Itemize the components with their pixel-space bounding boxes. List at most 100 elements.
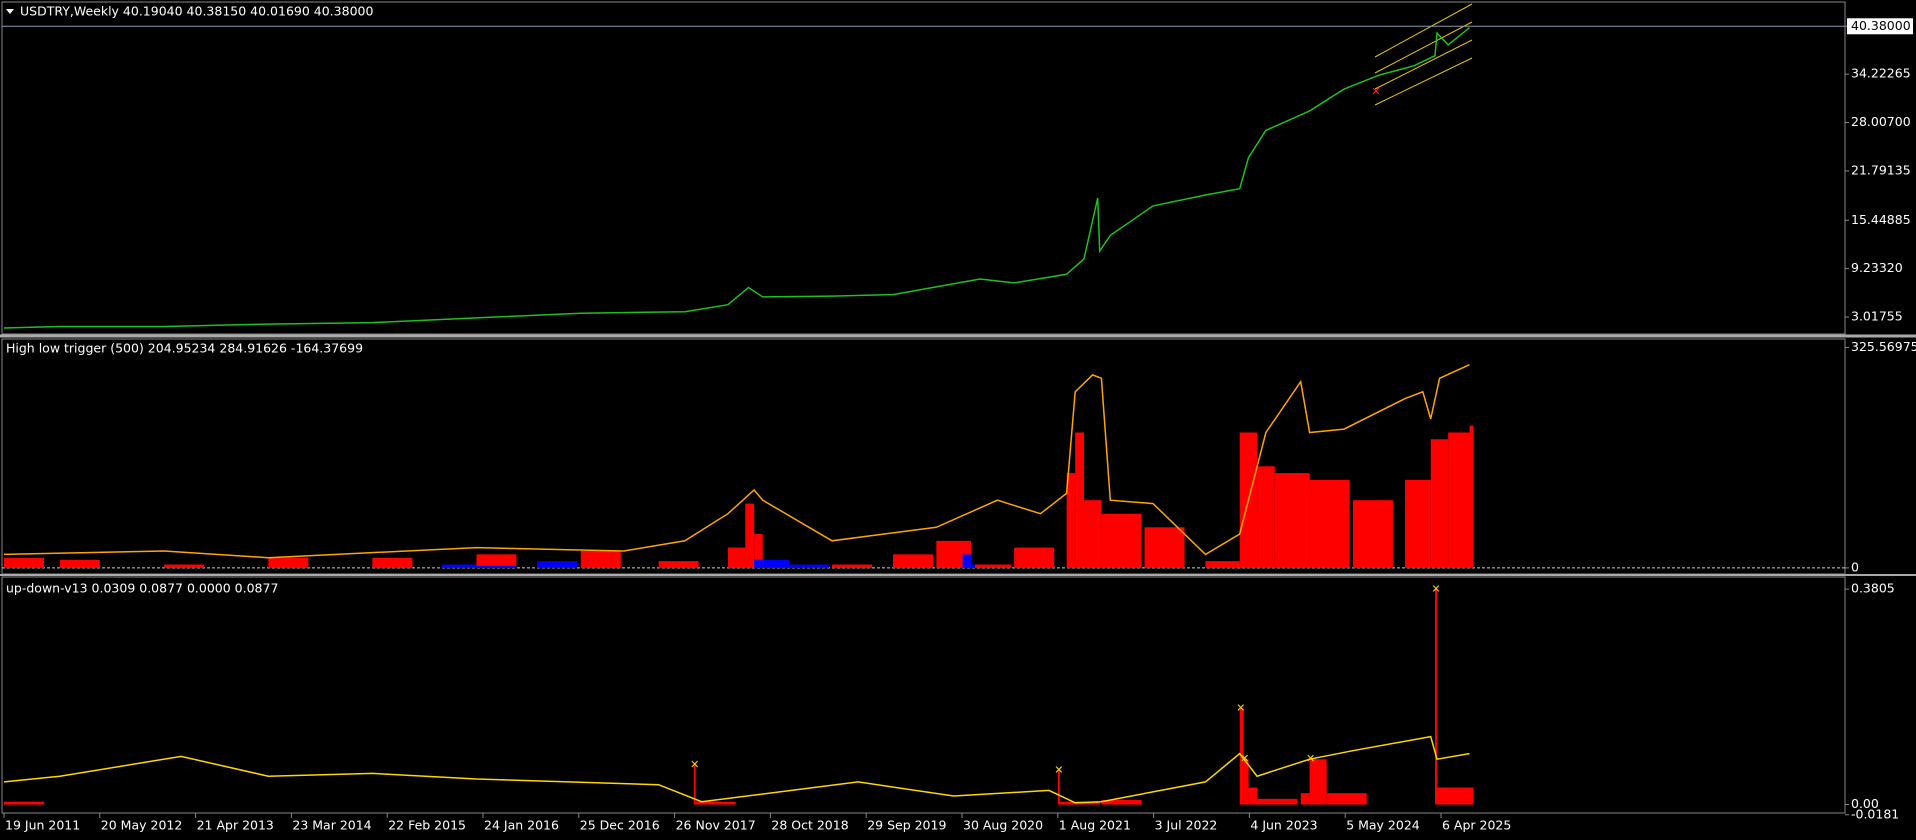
bar [1014,547,1055,568]
y-tick-label: 3.01755 [1851,308,1903,323]
bar [1084,500,1102,568]
bar [1430,439,1449,568]
line [3,735,1470,804]
x-tick-label: 4 Jun 2023 [1250,818,1317,833]
panel-title: High low trigger (500) 204.95234 284.916… [6,341,363,356]
x-tick-label: 29 Sep 2019 [867,818,946,833]
signal-marker: ✕ [1240,752,1249,765]
y-tick-label: 15.44885 [1851,212,1911,227]
panel-title: up-down-v13 0.0309 0.0877 0.0000 0.0877 [6,581,278,596]
x-tick-label: 23 Mar 2014 [292,818,371,833]
bar [1101,513,1142,568]
x-tick-label: 5 May 2024 [1346,818,1420,833]
channel-line [1374,21,1473,74]
bar [1101,799,1142,805]
bar [1243,759,1249,805]
y-tick-label: 34.22265 [1851,66,1911,81]
y-tick-label: 0.00 [1851,796,1879,811]
y-tick-label: 0 [1851,559,1859,574]
channel-line [1374,57,1473,106]
bar [1257,798,1298,805]
bar [1057,770,1060,805]
x-tick-label: 25 Dec 2016 [580,818,660,833]
x-tick-label: 30 Aug 2020 [963,818,1043,833]
bar [1144,527,1185,568]
line [3,364,1470,559]
x-tick-label: 21 Apr 2013 [197,818,274,833]
bar [441,564,477,568]
bar [1075,432,1085,568]
bar [1448,432,1470,568]
x-tick-label: 19 Jun 2011 [5,818,80,833]
bar [788,564,829,568]
bar [1274,473,1310,568]
bar [476,565,517,568]
bar [1205,561,1240,568]
y-tick-label: 9.23320 [1851,260,1903,275]
marker: ✕ [1371,85,1380,98]
panel-title: USDTRY,Weekly 40.19040 40.38150 40.01690… [20,4,373,19]
bar [1469,425,1474,568]
bar [1309,759,1327,805]
x-tick-label: 26 Nov 2017 [676,818,756,833]
bar [476,554,517,568]
bar [268,557,309,568]
bar [745,503,755,568]
bar [4,557,44,568]
y-tick-label: 325.56975 [1851,339,1916,354]
bar [754,534,763,568]
signal-marker: ✕ [1054,764,1063,777]
channel-line [1374,39,1473,90]
bar [1300,793,1310,805]
x-tick-label: 6 Apr 2025 [1442,818,1511,833]
bar [1352,500,1393,568]
x-tick-label: 22 Feb 2015 [388,818,466,833]
bar [580,550,621,568]
bar [658,561,699,568]
bar [962,554,972,568]
collapse-icon[interactable] [6,9,14,14]
current-price-label: 40.38000 [1851,18,1911,33]
channel-line [1374,3,1473,58]
signal-marker: ✕ [1431,582,1440,595]
y-tick-label: 0.3805 [1851,581,1895,596]
x-tick-label: 24 Jan 2016 [484,818,559,833]
x-tick-label: 28 Oct 2018 [771,818,848,833]
bar [971,564,1012,568]
bar [1248,787,1258,805]
bar [693,764,696,805]
signal-marker: ✕ [1236,701,1245,714]
bar [893,554,934,568]
bar [695,801,736,805]
bar [1309,479,1350,568]
bar [164,564,205,568]
y-tick-label: 21.79135 [1851,162,1911,177]
bar [1326,793,1367,805]
current-price-box [1847,18,1913,35]
bar [1435,589,1438,805]
panel-frame [1,1,1846,335]
signal-marker: ✕ [690,758,699,771]
bar [59,559,100,568]
bar [1257,466,1275,568]
bar [1437,787,1470,805]
bar [1066,473,1076,568]
x-tick-label: 3 Jul 2022 [1155,818,1218,833]
bar [4,801,44,805]
bar [1405,479,1431,568]
y-tick-label: -0.0181 [1851,806,1899,821]
panel-frame [1,576,1846,814]
line [3,27,1470,329]
regression-channel [1374,3,1473,106]
bar [372,557,413,568]
y-tick-label: 28.00700 [1851,114,1911,129]
bar [1469,787,1474,805]
bar [537,561,578,568]
x-tick-label: 20 May 2012 [101,818,183,833]
bar [754,559,789,568]
bar [727,547,746,568]
bar [971,564,976,568]
